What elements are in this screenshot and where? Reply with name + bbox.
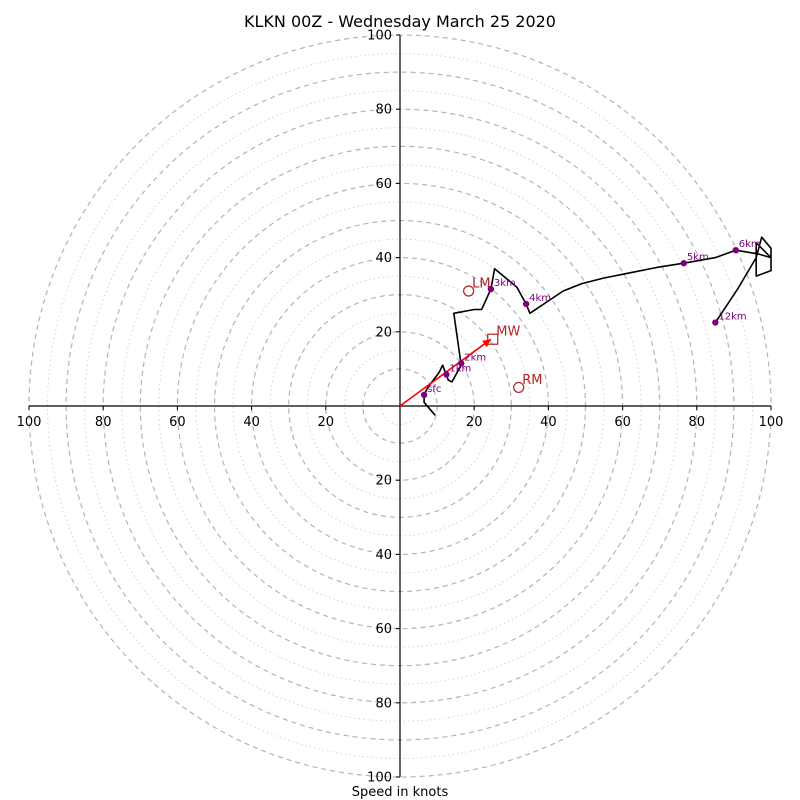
storm-motion-label: MW <box>496 325 520 340</box>
y-tick-label: 40 <box>375 251 392 266</box>
y-tick-label: 20 <box>375 474 392 489</box>
y-tick-label: 80 <box>375 103 392 118</box>
height-marker-dot <box>420 391 428 399</box>
height-marker-dot <box>732 246 739 254</box>
height-marker-label: 12km <box>718 312 746 323</box>
storm-motion-label: RM <box>522 373 542 388</box>
height-marker-dot <box>522 300 530 308</box>
storm-motion-label: LM <box>472 276 490 291</box>
x-axis-label: Speed in knots <box>352 785 449 800</box>
x-tick-label: 80 <box>95 415 112 430</box>
y-tick-label: 100 <box>367 29 392 44</box>
height-marker-dot <box>712 319 719 326</box>
x-tick-label: 100 <box>759 415 784 430</box>
x-tick-label: 20 <box>318 415 335 430</box>
storm-motion-markers: LM MW RM <box>463 276 542 394</box>
height-marker-label: 5km <box>687 252 709 263</box>
height-marker-dot <box>443 371 450 378</box>
mean-wind-arrowhead <box>482 339 491 348</box>
height-marker-dot <box>458 360 465 367</box>
height-marker-label: 6km <box>739 239 761 250</box>
height-marker-label: 2km <box>464 352 486 363</box>
x-tick-label: 20 <box>466 415 483 430</box>
y-tick-label: 100 <box>367 771 392 786</box>
x-tick-label: 80 <box>689 415 706 430</box>
chart-title: KLKN 00Z - Wednesday March 25 2020 <box>244 12 556 31</box>
height-marker-label: 4km <box>529 293 551 304</box>
x-tick-label: 40 <box>540 415 557 430</box>
y-tick-label: 60 <box>375 622 392 637</box>
y-tick-label: 40 <box>375 548 392 563</box>
x-tick-label: 40 <box>243 415 260 430</box>
tick-labels: 100 80 60 40 20 20 40 60 80 100 100 80 60 40 20 20 40 60 8… <box>17 29 784 786</box>
storm-motion-circle <box>513 381 525 394</box>
storm-motion-circle <box>463 285 475 297</box>
height-marker-dot <box>680 259 688 267</box>
height-marker-label: 3km <box>494 278 516 289</box>
x-tick-label: 100 <box>17 415 42 430</box>
height-marker-label: sfc <box>427 384 441 395</box>
y-tick-label: 60 <box>375 177 392 192</box>
storm-motion-square <box>487 333 499 345</box>
x-tick-label: 60 <box>614 415 631 430</box>
height-marker-dot <box>487 285 495 293</box>
y-tick-label: 20 <box>375 325 392 340</box>
y-tick-label: 80 <box>375 696 392 711</box>
height-marker-label: 1km <box>449 363 471 374</box>
hodograph-trace <box>423 236 772 416</box>
x-tick-label: 60 <box>169 415 186 430</box>
